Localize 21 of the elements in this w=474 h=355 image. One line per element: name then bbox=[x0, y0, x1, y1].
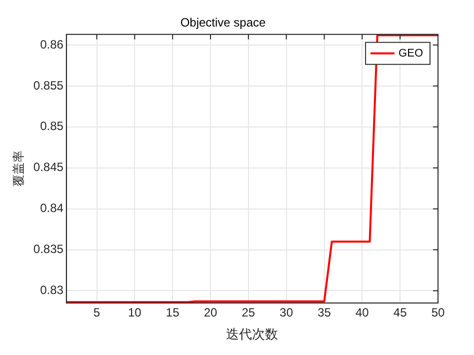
x-tick-label: 25 bbox=[242, 306, 256, 320]
x-tick-label: 30 bbox=[280, 306, 294, 320]
legend-label: GEO bbox=[398, 47, 424, 60]
x-tick-label: 50 bbox=[431, 306, 445, 320]
y-tick-label: 0.855 bbox=[33, 78, 64, 92]
y-tick-label: 0.85 bbox=[40, 119, 64, 134]
x-tick-label: 10 bbox=[128, 306, 142, 320]
x-tick-label: 45 bbox=[393, 306, 408, 320]
x-tick-label: 40 bbox=[355, 306, 370, 320]
y-tick-label: 0.83 bbox=[40, 283, 64, 298]
y-tick-label: 0.845 bbox=[33, 160, 64, 174]
y-tick-label: 0.86 bbox=[40, 37, 64, 52]
y-tick-label: 0.84 bbox=[40, 201, 64, 216]
y-axis-title: 覆盖率 bbox=[11, 150, 26, 187]
chart-title: Objective space bbox=[180, 16, 266, 30]
x-tick-label: 35 bbox=[318, 306, 332, 320]
y-tick-label: 0.835 bbox=[33, 242, 64, 256]
x-tick-label: 5 bbox=[93, 306, 100, 320]
x-axis-title: 迭代次数 bbox=[226, 328, 278, 343]
x-tick-label: 20 bbox=[204, 306, 218, 320]
x-tick-label: 15 bbox=[166, 306, 180, 320]
